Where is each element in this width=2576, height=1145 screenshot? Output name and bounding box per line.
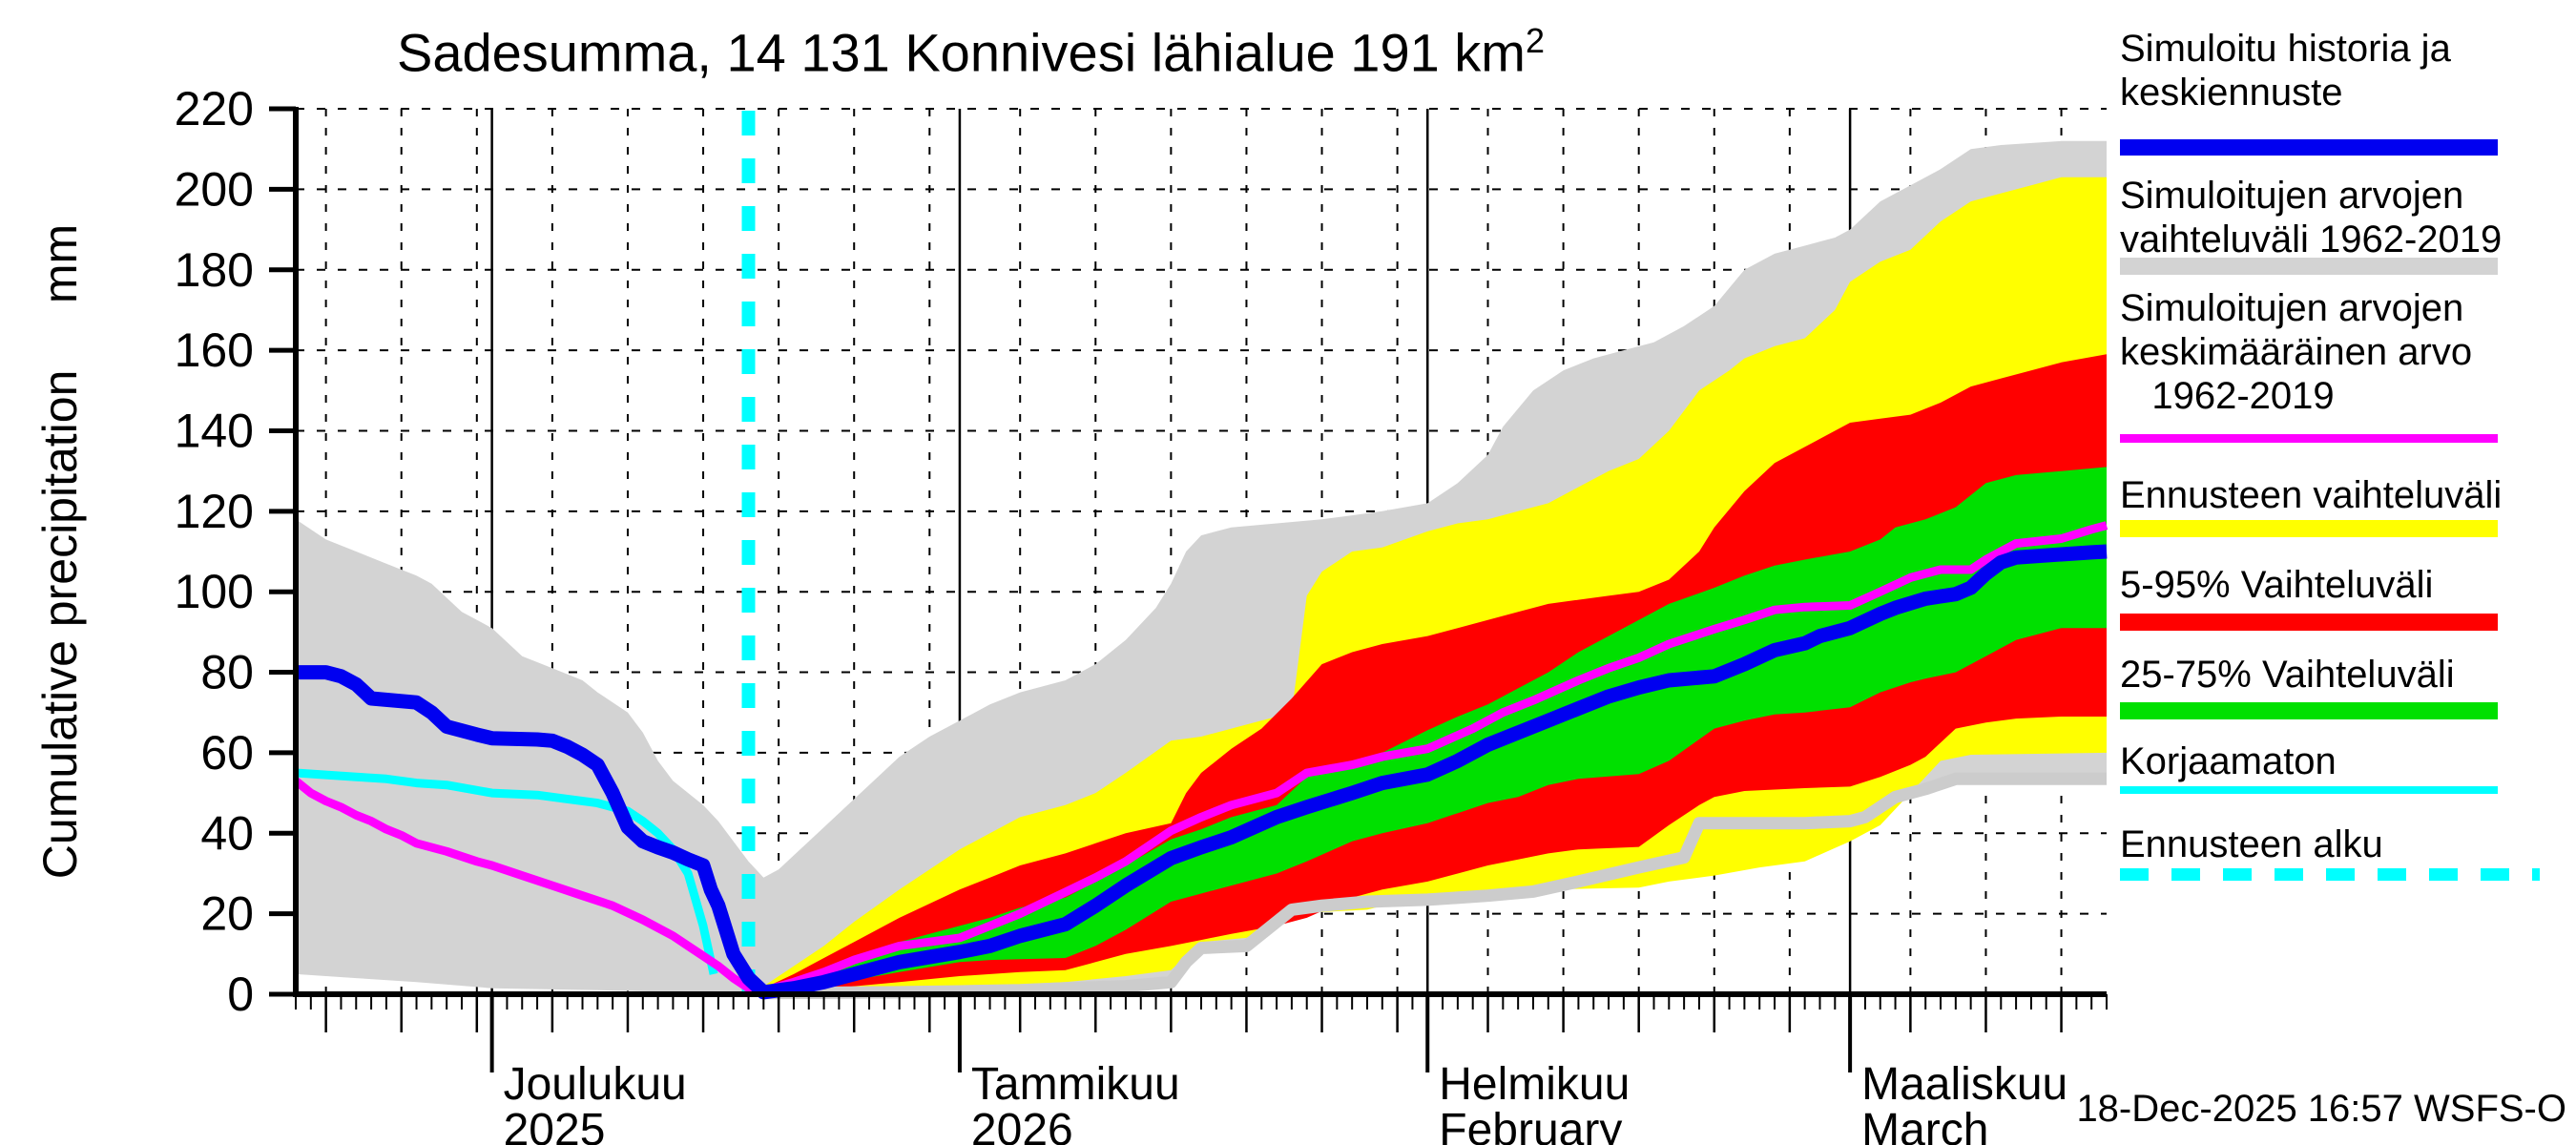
legend-label-0: Simuloitu historia ja keskiennuste [2120, 28, 2451, 114]
legend-line-sample-3 [2120, 520, 2498, 537]
legend-label-4: 5-95% Vaihteluväli [2120, 564, 2434, 606]
month-label: Tammikuu [971, 1059, 1180, 1110]
legend-line-sample-4 [2120, 614, 2498, 631]
month-label: Maaliskuu [1861, 1059, 2067, 1110]
band-25-75-range [763, 467, 2107, 994]
y-tick-label: 40 [200, 806, 254, 860]
y-tick-label: 120 [175, 485, 254, 538]
y-tick-label: 60 [200, 726, 254, 780]
legend-label-6: Korjaamaton [2120, 740, 2337, 782]
month-sublabel: February [1439, 1105, 1622, 1145]
line-history-and-mean-forecast [296, 544, 2108, 1000]
y-tick-label: 140 [175, 404, 254, 457]
legend-label-3: Ennusteen vaihteluväli [2120, 474, 2503, 516]
y-tick-label: 0 [227, 968, 254, 1021]
legend-line-sample-6 [2120, 786, 2498, 794]
legend-line-sample-1 [2120, 258, 2498, 275]
legend-line-sample-7 [2120, 868, 2540, 881]
line-sim-range-lower-edge [763, 772, 2107, 1000]
legend-line-sample-2 [2120, 434, 2498, 443]
line-simulated-mean-1962-2019 [293, 521, 2109, 996]
legend-line-sample-0 [2120, 139, 2498, 156]
legend: Simuloitu historia ja keskiennuste Simulo… [2120, 0, 2576, 916]
legend-line-sample-5 [2120, 702, 2498, 719]
legend-label-1: Simuloitujen arvojen vaihteluväli 1962-2… [2120, 175, 2503, 260]
month-sublabel: March [1861, 1105, 1988, 1145]
y-tick-label: 80 [200, 646, 254, 699]
y-tick-label: 160 [175, 323, 254, 377]
legend-label-5: 25-75% Vaihteluväli [2120, 654, 2455, 696]
legend-label-7: Ennusteen alku [2120, 823, 2383, 865]
chart-title: Sadesumma, 14 131 Konnivesi lähialue 191… [397, 21, 1545, 83]
y-tick-label: 200 [175, 162, 254, 216]
y-tick-label: 100 [175, 565, 254, 618]
month-label: Helmikuu [1439, 1059, 1630, 1110]
band-5-95-range [763, 354, 2107, 994]
y-tick-label: 180 [175, 243, 254, 297]
y-tick-label: 20 [200, 887, 254, 941]
y-axis-title: Cumulative precipitation mm [33, 224, 87, 879]
legend-label-2: Simuloitujen arvojen keskimääräinen arvo… [2120, 287, 2473, 417]
month-sublabel: 2026 [971, 1105, 1073, 1145]
superscript-2: 2 [1525, 21, 1545, 60]
month-label: Joulukuu [504, 1059, 687, 1110]
y-tick-label: 220 [175, 82, 254, 135]
month-sublabel: 2025 [504, 1105, 606, 1145]
timestamp-label: 18-Dec-2025 16:57 WSFS-O [2076, 1088, 2566, 1130]
